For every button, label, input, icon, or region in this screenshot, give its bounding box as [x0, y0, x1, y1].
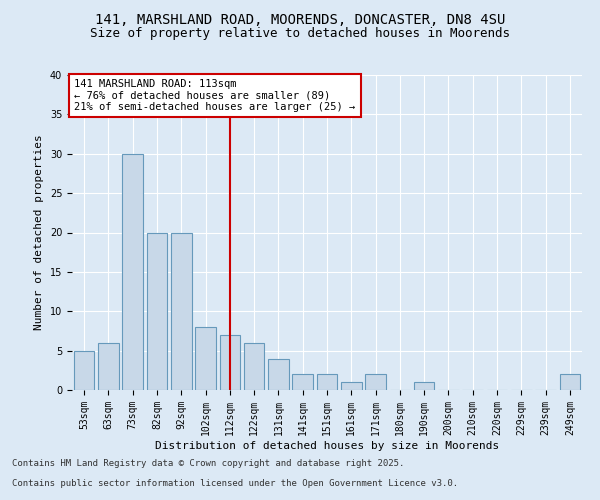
X-axis label: Distribution of detached houses by size in Moorends: Distribution of detached houses by size …: [155, 440, 499, 450]
Bar: [560, 374, 580, 390]
Bar: [365, 374, 386, 390]
Text: 141 MARSHLAND ROAD: 113sqm
← 76% of detached houses are smaller (89)
21% of semi: 141 MARSHLAND ROAD: 113sqm ← 76% of deta…: [74, 79, 356, 112]
Text: Size of property relative to detached houses in Moorends: Size of property relative to detached ho…: [90, 28, 510, 40]
Text: 141, MARSHLAND ROAD, MOORENDS, DONCASTER, DN8 4SU: 141, MARSHLAND ROAD, MOORENDS, DONCASTER…: [95, 12, 505, 26]
Bar: [74, 350, 94, 390]
Bar: [195, 327, 216, 390]
Bar: [171, 232, 191, 390]
Bar: [220, 335, 240, 390]
Bar: [292, 374, 313, 390]
Bar: [414, 382, 434, 390]
Text: Contains HM Land Registry data © Crown copyright and database right 2025.: Contains HM Land Registry data © Crown c…: [12, 458, 404, 468]
Bar: [98, 343, 119, 390]
Bar: [122, 154, 143, 390]
Bar: [317, 374, 337, 390]
Bar: [341, 382, 362, 390]
Y-axis label: Number of detached properties: Number of detached properties: [34, 134, 44, 330]
Bar: [268, 358, 289, 390]
Bar: [244, 343, 265, 390]
Text: Contains public sector information licensed under the Open Government Licence v3: Contains public sector information licen…: [12, 478, 458, 488]
Bar: [146, 232, 167, 390]
